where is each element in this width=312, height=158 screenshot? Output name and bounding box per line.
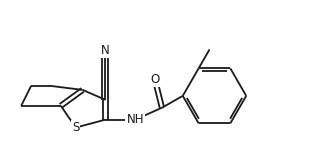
Text: S: S [72, 121, 79, 134]
Text: NH: NH [126, 113, 144, 126]
Text: N: N [101, 44, 110, 57]
Text: O: O [150, 73, 160, 86]
